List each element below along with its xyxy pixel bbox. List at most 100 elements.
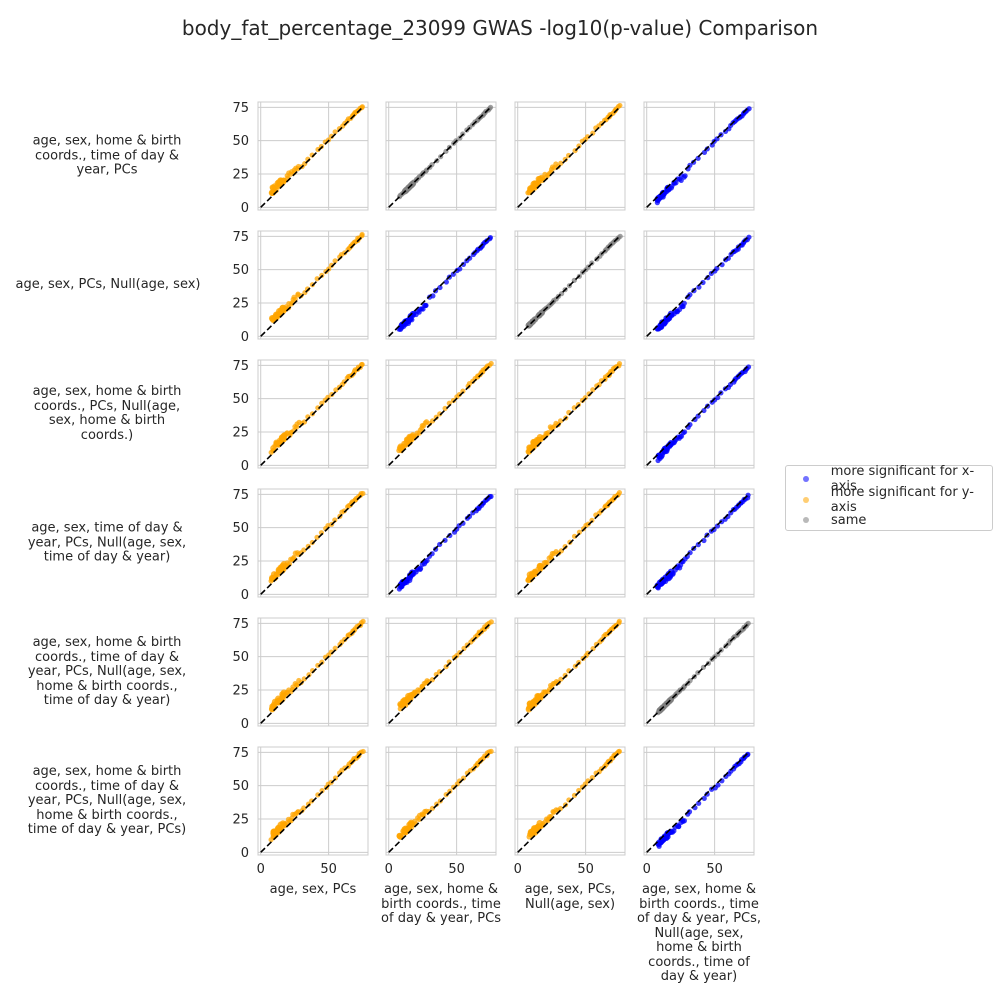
data-point [715, 394, 721, 401]
data-point [467, 255, 473, 261]
column-label: age, sex, home & birth coords., time of … [636, 882, 762, 984]
data-point [529, 828, 536, 835]
data-point [314, 534, 320, 540]
data-point [701, 407, 707, 414]
y-tick-label: 50 [232, 134, 249, 149]
data-point [341, 379, 347, 385]
data-point [534, 692, 541, 700]
data-point [535, 175, 543, 183]
data-point [450, 271, 456, 277]
data-point [332, 129, 338, 135]
y-tick-label: 75 [232, 488, 249, 503]
panel-frame [257, 617, 369, 727]
data-point [450, 397, 457, 404]
diagonal-line [388, 751, 492, 853]
data-point [696, 800, 702, 806]
diagonal-line [517, 106, 621, 208]
data-point [360, 748, 366, 755]
data-point [460, 261, 467, 267]
data-point [360, 618, 366, 624]
data-point [681, 300, 687, 306]
panel-r5-c0 [257, 746, 369, 856]
y-tick-label: 25 [232, 297, 249, 312]
panel-frame [514, 230, 626, 340]
panel-frame [385, 359, 497, 469]
data-point [433, 414, 439, 420]
panel-frame [257, 230, 369, 340]
y-tick-label: 25 [232, 168, 249, 183]
data-point [429, 418, 436, 424]
data-point [488, 360, 494, 367]
diagonal-line [646, 106, 750, 208]
x-tick-label: 0 [257, 862, 265, 877]
data-point [525, 448, 532, 455]
panel-frame [385, 101, 497, 211]
x-tick-label: 50 [448, 862, 465, 877]
y-tick-label: 50 [232, 263, 249, 278]
diagonal-line [388, 235, 492, 337]
y-tick-label: 75 [232, 359, 249, 374]
data-point [571, 792, 578, 798]
data-point [304, 286, 311, 292]
y-tick-label: 50 [232, 779, 249, 794]
data-point [664, 184, 672, 192]
data-point [557, 418, 564, 424]
data-point [696, 284, 702, 290]
data-point [429, 805, 435, 811]
data-point [301, 547, 307, 553]
y-tick-label: 0 [241, 717, 249, 732]
diagonal-line [646, 622, 750, 724]
legend-item-y-axis: more significant for y-axis [786, 485, 992, 515]
y-tick-label: 25 [232, 684, 249, 699]
panel-r1-c2 [514, 230, 626, 340]
panel-frame [643, 359, 755, 469]
panel-r2-c1 [385, 359, 497, 469]
panel-r4-c0 [257, 617, 369, 727]
data-point [314, 276, 320, 282]
data-point [681, 429, 688, 435]
x-tick-label: 50 [706, 862, 723, 877]
panel-r2-c2 [514, 359, 626, 469]
data-point [306, 672, 312, 678]
y-tick-label: 75 [232, 101, 249, 116]
data-point [274, 825, 282, 832]
panel-r5-c2 [514, 746, 626, 856]
panel-r0-c1 [385, 101, 497, 211]
row-label: age, sex, home & birth coords., time of … [27, 634, 187, 708]
data-point [544, 560, 550, 566]
panel-r1-c1 [385, 230, 497, 340]
data-point [442, 537, 448, 543]
legend-marker-y-axis [803, 496, 809, 503]
data-point [315, 792, 321, 798]
x-tick-label: 50 [577, 862, 594, 877]
data-point [416, 816, 422, 823]
data-point [309, 798, 315, 804]
data-point [424, 557, 430, 564]
diagonal-line [517, 622, 621, 724]
data-point [301, 676, 307, 682]
panel-r0-c3 [643, 101, 755, 211]
data-point [406, 433, 413, 441]
data-point [582, 395, 588, 401]
data-point [442, 405, 448, 412]
y-tick-label: 0 [241, 588, 249, 603]
panel-frame [514, 617, 626, 727]
data-point [535, 823, 542, 831]
panel-frame [257, 488, 369, 598]
panel-frame [643, 746, 755, 856]
data-point [701, 537, 707, 544]
row-label: age, sex, time of day & year, PCs, Null(… [27, 520, 187, 565]
panel-r1-c0 [257, 230, 369, 340]
data-point [701, 795, 707, 802]
diagonal-line [646, 235, 750, 337]
panel-r4-c2 [514, 617, 626, 727]
diagonal-line [260, 493, 364, 595]
data-point [745, 751, 751, 757]
y-tick-label: 0 [241, 459, 249, 474]
data-point [280, 435, 287, 443]
legend-marker-x-axis [803, 476, 809, 483]
data-point [271, 183, 278, 190]
data-point [616, 360, 623, 367]
data-point [447, 532, 453, 539]
